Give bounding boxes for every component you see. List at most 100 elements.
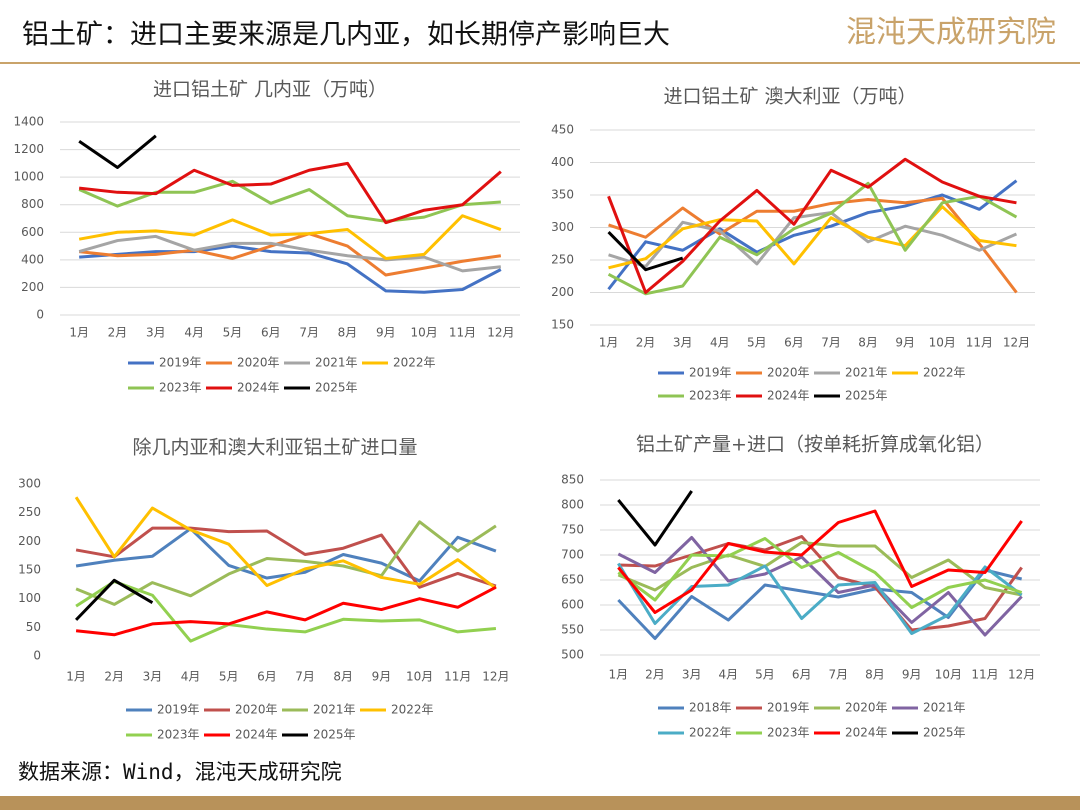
y-tick-label: 450 xyxy=(551,123,574,137)
x-tick-label: 11月 xyxy=(966,336,993,350)
x-tick-label: 4月 xyxy=(719,668,739,682)
legend-label: 2021年 xyxy=(315,356,358,370)
x-tick-label: 1月 xyxy=(69,326,89,340)
legend-label: 2021年 xyxy=(313,703,356,717)
series-line xyxy=(617,541,1022,597)
chart-title: 进口铝土矿 澳大利亚（万吨） xyxy=(663,86,916,108)
x-tick-label: 6月 xyxy=(784,336,804,350)
legend-label: 2020年 xyxy=(235,703,278,717)
y-tick-label: 600 xyxy=(561,598,584,612)
legend-label: 2020年 xyxy=(767,366,810,380)
y-tick-label: 1200 xyxy=(13,142,44,156)
x-tick-label: 9月 xyxy=(902,668,922,682)
legend-label: 2024年 xyxy=(845,726,888,740)
legend-label: 2023年 xyxy=(767,726,810,740)
y-tick-label: 750 xyxy=(561,523,584,537)
series-line xyxy=(617,537,1023,609)
x-tick-label: 10月 xyxy=(929,336,956,350)
series-line xyxy=(617,536,1023,637)
legend-label: 2024年 xyxy=(237,381,280,395)
y-tick-label: 0 xyxy=(33,649,41,663)
x-tick-label: 9月 xyxy=(895,336,915,350)
x-tick-label: 12月 xyxy=(1003,336,1030,350)
y-tick-label: 400 xyxy=(21,252,44,266)
x-tick-label: 7月 xyxy=(295,670,315,684)
x-tick-label: 12月 xyxy=(487,326,514,340)
x-tick-label: 5月 xyxy=(223,326,243,340)
series-line xyxy=(607,181,1018,296)
y-tick-label: 0 xyxy=(36,308,44,322)
legend-label: 2019年 xyxy=(767,701,810,715)
legend-label: 2021年 xyxy=(845,366,888,380)
series-line xyxy=(75,520,497,606)
x-tick-label: 7月 xyxy=(829,668,849,682)
y-tick-label: 600 xyxy=(21,225,44,239)
x-tick-label: 2月 xyxy=(108,326,128,340)
y-tick-label: 200 xyxy=(18,534,41,548)
x-tick-label: 5月 xyxy=(219,670,239,684)
legend-label: 2025年 xyxy=(313,728,356,742)
legend-label: 2019年 xyxy=(689,366,732,380)
series-line xyxy=(75,585,497,637)
y-tick-label: 150 xyxy=(551,318,574,332)
legend-label: 2022年 xyxy=(689,726,732,740)
x-tick-label: 8月 xyxy=(865,668,885,682)
x-tick-label: 3月 xyxy=(673,336,693,350)
y-tick-label: 200 xyxy=(21,280,44,294)
x-tick-label: 6月 xyxy=(261,326,281,340)
slide-title: 铝土矿：进口主要来源是几内亚，如长期停产影响巨大 xyxy=(22,20,670,51)
series-line xyxy=(617,568,1023,640)
y-tick-label: 100 xyxy=(18,591,41,605)
series-line xyxy=(608,205,1017,270)
x-tick-label: 7月 xyxy=(821,336,841,350)
legend-label: 2025年 xyxy=(315,381,358,395)
series-line xyxy=(75,579,497,643)
legend-label: 2022年 xyxy=(923,366,966,380)
y-tick-label: 800 xyxy=(21,197,44,211)
x-tick-label: 7月 xyxy=(299,326,319,340)
series-line xyxy=(78,234,501,273)
series-line xyxy=(79,244,502,294)
legend-label: 2025年 xyxy=(845,389,888,403)
legend-label: 2024年 xyxy=(235,728,278,742)
y-tick-label: 250 xyxy=(551,253,574,267)
series-line xyxy=(79,161,502,225)
y-tick-label: 650 xyxy=(561,573,584,587)
x-tick-label: 4月 xyxy=(184,326,204,340)
series-line xyxy=(617,490,693,547)
x-tick-label: 6月 xyxy=(257,670,277,684)
y-tick-label: 250 xyxy=(18,505,41,519)
x-tick-label: 3月 xyxy=(143,670,163,684)
x-tick-label: 3月 xyxy=(146,326,166,340)
series-line xyxy=(618,535,1023,632)
legend-label: 2022年 xyxy=(391,703,434,717)
y-tick-label: 700 xyxy=(561,548,584,562)
x-tick-label: 10月 xyxy=(411,326,438,340)
x-tick-label: 12月 xyxy=(1008,668,1035,682)
y-tick-label: 350 xyxy=(551,188,574,202)
x-tick-label: 8月 xyxy=(338,326,358,340)
series-line xyxy=(607,230,684,272)
legend-label: 2025年 xyxy=(923,726,966,740)
legend-label: 2018年 xyxy=(689,701,732,715)
x-tick-label: 2月 xyxy=(104,670,124,684)
y-tick-label: 150 xyxy=(18,563,41,577)
x-tick-label: 12月 xyxy=(482,670,509,684)
y-tick-label: 1000 xyxy=(13,170,44,184)
x-tick-label: 3月 xyxy=(682,668,702,682)
y-tick-label: 500 xyxy=(561,648,584,662)
x-tick-label: 5月 xyxy=(755,668,775,682)
legend-label: 2024年 xyxy=(767,389,810,403)
x-tick-label: 9月 xyxy=(376,326,396,340)
y-tick-label: 400 xyxy=(551,155,574,169)
series-line xyxy=(607,157,1017,294)
series-line xyxy=(607,179,1018,291)
x-tick-label: 8月 xyxy=(858,336,878,350)
x-tick-label: 10月 xyxy=(935,668,962,682)
x-tick-label: 2月 xyxy=(645,668,665,682)
legend-label: 2019年 xyxy=(159,356,202,370)
series-line xyxy=(608,196,1018,294)
y-tick-label: 300 xyxy=(551,220,574,234)
